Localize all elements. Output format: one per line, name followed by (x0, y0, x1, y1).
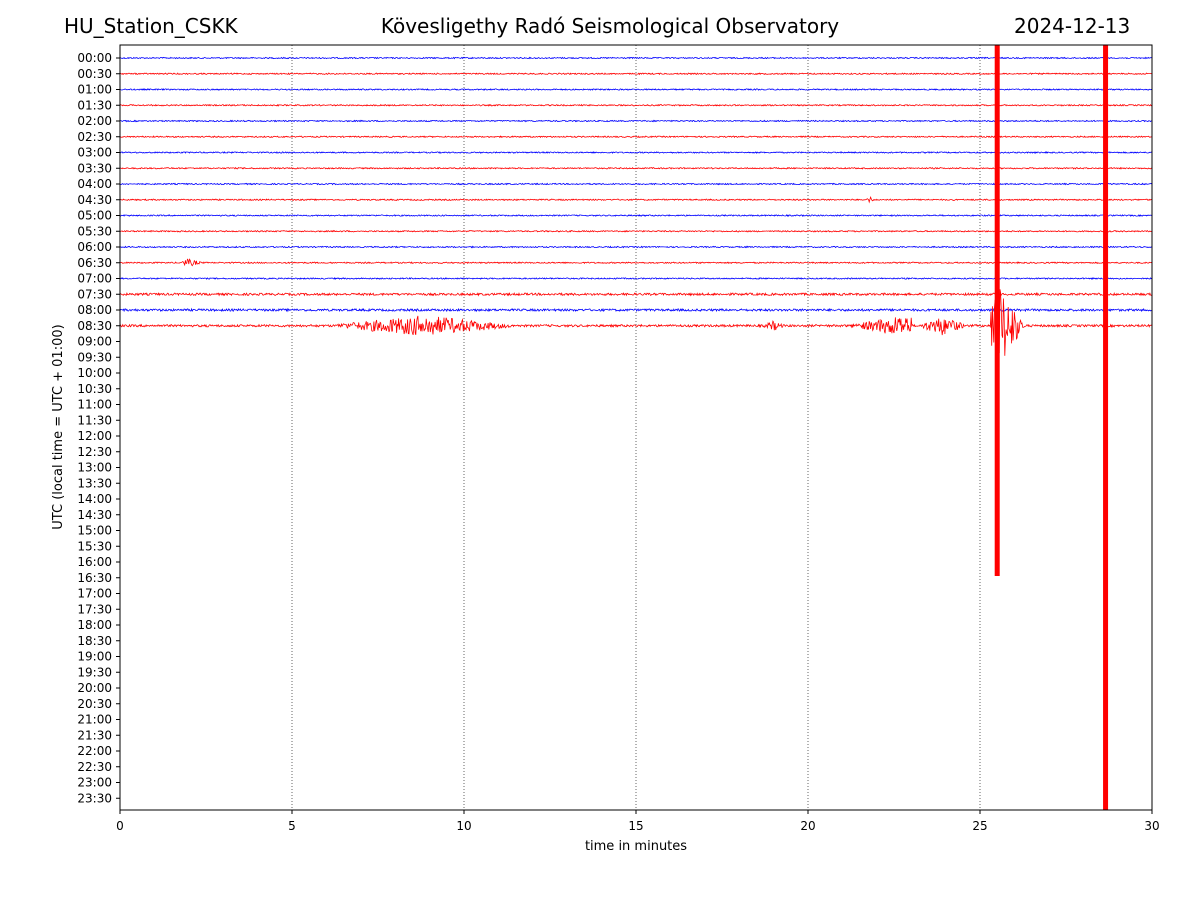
trace-0500 (119, 214, 1153, 217)
trace-0730 (119, 291, 1153, 297)
grid-layer (291, 45, 981, 810)
date-label: 2024-12-13 (1014, 14, 1131, 38)
y-tick-label: 02:30 (77, 130, 112, 144)
y-tick-label: 09:00 (77, 335, 112, 349)
y-tick-label: 15:00 (77, 524, 112, 538)
y-tick-label: 06:30 (77, 256, 112, 270)
y-tick-label: 16:30 (77, 571, 112, 585)
trace-0200 (119, 119, 1153, 123)
trace-layer (119, 56, 1153, 356)
x-axis-ticks: 0 5 10 15 20 25 30 (116, 810, 1160, 833)
x-tick-label: 15 (628, 819, 643, 833)
trace-0100 (119, 88, 1153, 91)
y-tick-label: 06:00 (77, 240, 112, 254)
x-tick-label: 10 (456, 819, 471, 833)
y-tick-label: 21:00 (77, 713, 112, 727)
y-tick-label: 12:00 (77, 429, 112, 443)
y-axis-label: UTC (local time = UTC + 01:00) (51, 324, 66, 529)
y-tick-label: 21:30 (77, 728, 112, 742)
y-tick-label: 10:30 (77, 382, 112, 396)
y-tick-label: 20:30 (77, 697, 112, 711)
y-tick-label: 19:30 (77, 665, 112, 679)
trace-0030 (119, 72, 1153, 76)
trace-0530 (119, 229, 1153, 233)
y-tick-label: 09:30 (77, 350, 112, 364)
x-axis-label: time in minutes (585, 839, 687, 854)
y-tick-label: 01:00 (77, 83, 112, 97)
trace-0000 (119, 56, 1153, 60)
y-tick-label: 04:30 (77, 193, 112, 207)
trace-0400 (119, 182, 1153, 186)
trace-0600 (119, 245, 1153, 249)
trace-0700 (119, 277, 1153, 280)
y-tick-label: 13:30 (77, 476, 112, 490)
y-tick-label: 18:00 (77, 618, 112, 632)
y-tick-label: 08:00 (77, 303, 112, 317)
y-tick-label: 18:30 (77, 634, 112, 648)
y-tick-label: 13:00 (77, 461, 112, 475)
y-tick-label: 22:00 (77, 744, 112, 758)
x-tick-label: 30 (1144, 819, 1159, 833)
trace-0300 (119, 151, 1153, 154)
trace-0230 (119, 135, 1153, 139)
y-tick-label: 14:00 (77, 492, 112, 506)
y-tick-label: 07:00 (77, 272, 112, 286)
trace-0800 (119, 307, 1153, 313)
y-tick-label: 00:30 (77, 67, 112, 81)
y-tick-label: 19:00 (77, 650, 112, 664)
y-tick-label: 16:00 (77, 555, 112, 569)
y-tick-label: 12:30 (77, 445, 112, 459)
x-tick-label: 0 (116, 819, 124, 833)
x-tick-label: 5 (288, 819, 296, 833)
chart-title: Kövesligethy Radó Seismological Observat… (380, 14, 840, 38)
y-tick-label: 10:00 (77, 366, 112, 380)
y-tick-label: 01:30 (77, 98, 112, 112)
y-tick-label: 11:00 (77, 398, 112, 412)
x-tick-label: 25 (972, 819, 987, 833)
y-tick-label: 07:30 (77, 287, 112, 301)
y-tick-label: 22:30 (77, 760, 112, 774)
trace-0130 (119, 103, 1153, 107)
y-tick-label: 05:00 (77, 209, 112, 223)
y-tick-label: 23:30 (77, 791, 112, 805)
trace-0630 (119, 258, 1153, 267)
y-tick-label: 05:30 (77, 224, 112, 238)
y-tick-label: 03:30 (77, 161, 112, 175)
y-tick-label: 17:00 (77, 587, 112, 601)
y-tick-label: 03:00 (77, 146, 112, 160)
y-tick-label: 00:00 (77, 51, 112, 65)
y-tick-label: 04:00 (77, 177, 112, 191)
spike-layer (994, 45, 1109, 810)
x-tick-label: 20 (800, 819, 815, 833)
station-name: HU_Station_CSKK (64, 14, 238, 38)
y-tick-label: 17:30 (77, 602, 112, 616)
y-tick-label: 15:30 (77, 539, 112, 553)
y-tick-label: 08:30 (77, 319, 112, 333)
trace-0830 (119, 289, 1153, 356)
y-tick-label: 14:30 (77, 508, 112, 522)
y-tick-label: 02:00 (77, 114, 112, 128)
y-tick-label: 20:00 (77, 681, 112, 695)
trace-0430 (119, 196, 1153, 204)
y-tick-label: 23:00 (77, 776, 112, 790)
trace-0330 (119, 166, 1152, 170)
y-tick-label: 11:30 (77, 413, 112, 427)
